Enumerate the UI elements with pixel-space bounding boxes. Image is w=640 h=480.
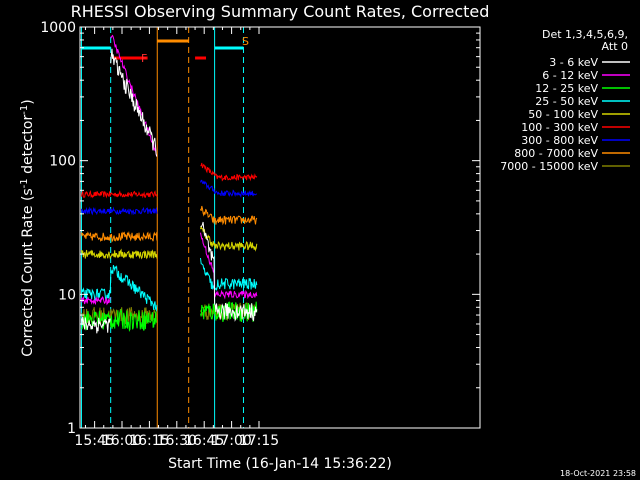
legend-label: 12 - 25 keV <box>535 82 598 95</box>
series-300-800-kev <box>81 179 258 216</box>
x-tick-label: 17:00 <box>211 433 251 449</box>
y-tick-label: 1 <box>67 421 76 437</box>
chart-title: RHESSI Observing Summary Count Rates, Co… <box>71 2 490 21</box>
render-timestamp: 18-Oct-2021 23:58 <box>560 469 636 478</box>
x-tick-label: 15:45 <box>74 433 114 449</box>
series-3-6-kev <box>81 48 258 334</box>
legend-header: Att 0 <box>602 40 628 53</box>
x-tick-label: 17:15 <box>239 433 279 449</box>
y-tick-label: 10 <box>58 287 76 303</box>
series-50-100-kev <box>81 225 258 260</box>
legend-header: Det 1,3,4,5,6,9, <box>542 28 628 41</box>
legend-label: 3 - 6 keV <box>549 56 598 69</box>
x-tick-label: 16:15 <box>129 433 169 449</box>
legend-label: 6 - 12 keV <box>542 69 598 82</box>
legend-label: 300 - 800 keV <box>521 134 598 147</box>
x-tick-label: 16:00 <box>102 433 142 449</box>
y-tick-label: 100 <box>49 154 76 170</box>
legend-label: 7000 - 15000 keV <box>500 160 598 173</box>
series-100-300-kev <box>81 162 258 199</box>
series-25-50-kev <box>81 257 258 312</box>
legend-label: 25 - 50 keV <box>535 95 598 108</box>
legend-label: 100 - 300 keV <box>521 121 598 134</box>
legend-label: 50 - 100 keV <box>528 108 598 121</box>
flare-flag-label: F <box>141 52 147 65</box>
x-axis-label: Start Time (16-Jan-14 15:36:22) <box>168 456 392 472</box>
y-tick-label: 1000 <box>40 20 76 36</box>
plot-frame <box>79 26 481 429</box>
series-800-7000-kev <box>81 205 258 243</box>
x-tick-label: 16:30 <box>157 433 197 449</box>
y-axis-label: Corrected Count Rate (s-1 detector-1) <box>19 99 36 356</box>
series-6-12-kev <box>81 34 258 306</box>
legend-label: 800 - 7000 keV <box>514 147 598 160</box>
x-tick-label: 16:45 <box>184 433 224 449</box>
saa-flag-label: S <box>242 35 249 48</box>
